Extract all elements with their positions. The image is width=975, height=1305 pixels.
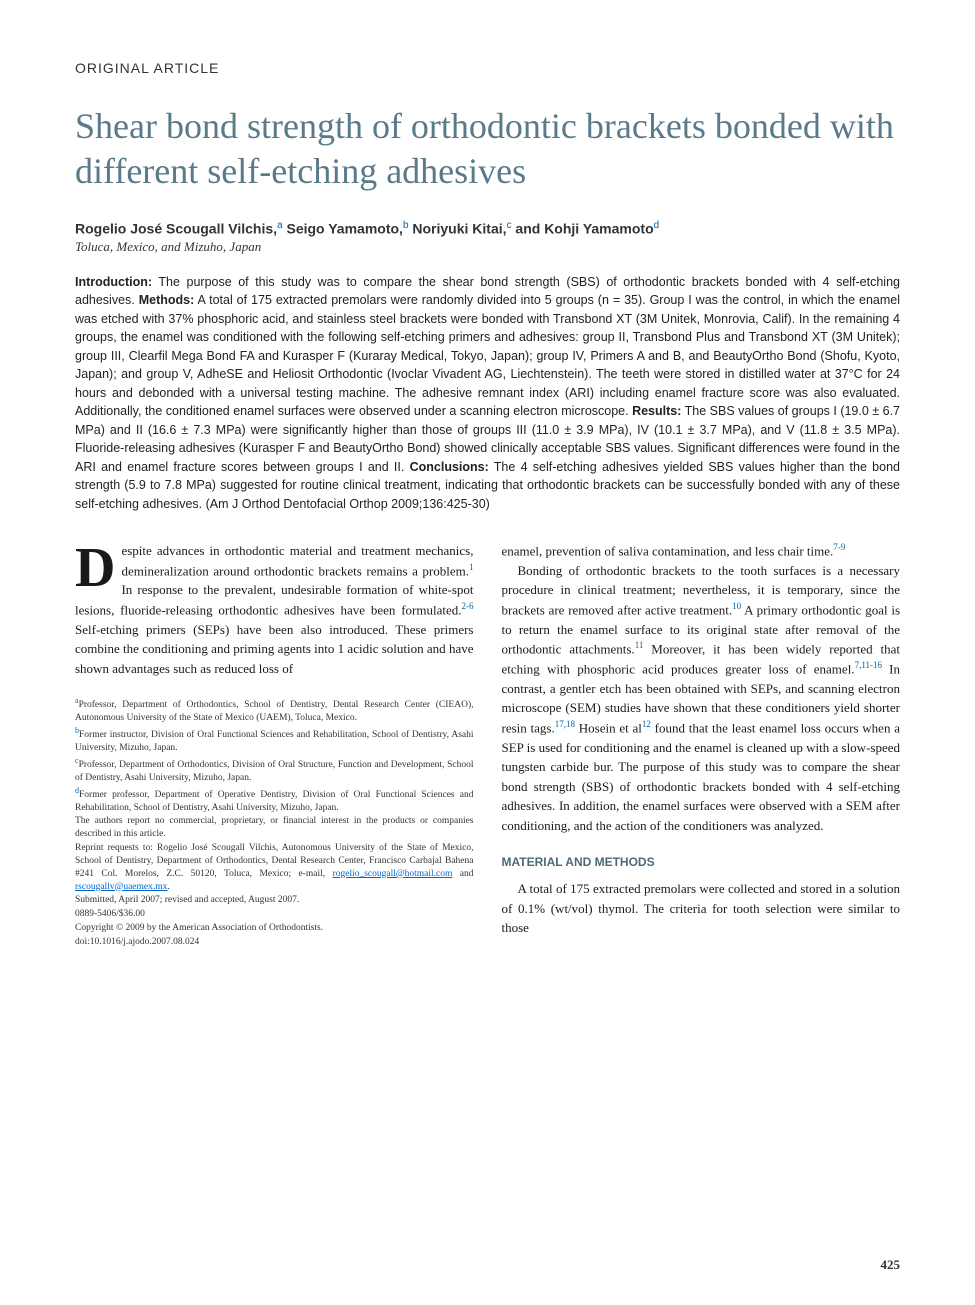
footnote-a: aProfessor, Department of Orthodontics, … — [75, 696, 474, 725]
footnote-coi: The authors report no commercial, propri… — [75, 815, 474, 841]
footnote-d: dFormer professor, Department of Operati… — [75, 786, 474, 815]
left-column: Despite advances in orthodontic material… — [75, 541, 474, 949]
body-paragraph: Despite advances in orthodontic material… — [75, 541, 474, 678]
right-column: enamel, prevention of saliva contaminati… — [502, 541, 901, 949]
footnote-doi: doi:10.1016/j.ajodo.2007.08.024 — [75, 936, 474, 949]
footnote-issn: 0889-5406/$36.00 — [75, 908, 474, 921]
body-paragraph: A total of 175 extracted premolars were … — [502, 879, 901, 938]
footnote-c: cProfessor, Department of Orthodontics, … — [75, 756, 474, 785]
footnotes-block: aProfessor, Department of Orthodontics, … — [75, 696, 474, 948]
page-number: 425 — [881, 1257, 901, 1273]
body-columns: Despite advances in orthodontic material… — [75, 541, 900, 949]
article-type: ORIGINAL ARTICLE — [75, 60, 900, 76]
abstract: Introduction: The purpose of this study … — [75, 273, 900, 514]
affiliation-line: Toluca, Mexico, and Mizuho, Japan — [75, 239, 900, 255]
footnote-submitted: Submitted, April 2007; revised and accep… — [75, 894, 474, 907]
section-heading-methods: MATERIAL AND METHODS — [502, 853, 901, 871]
body-paragraph: Bonding of orthodontic brackets to the t… — [502, 561, 901, 835]
footnote-reprint: Reprint requests to: Rogelio José Scouga… — [75, 842, 474, 893]
author-list: Rogelio José Scougall Vilchis,a Seigo Ya… — [75, 220, 900, 237]
article-title: Shear bond strength of orthodontic brack… — [75, 104, 900, 194]
body-paragraph: enamel, prevention of saliva contaminati… — [502, 541, 901, 561]
footnote-copyright: Copyright © 2009 by the American Associa… — [75, 922, 474, 935]
footnote-b: bFormer instructor, Division of Oral Fun… — [75, 726, 474, 755]
